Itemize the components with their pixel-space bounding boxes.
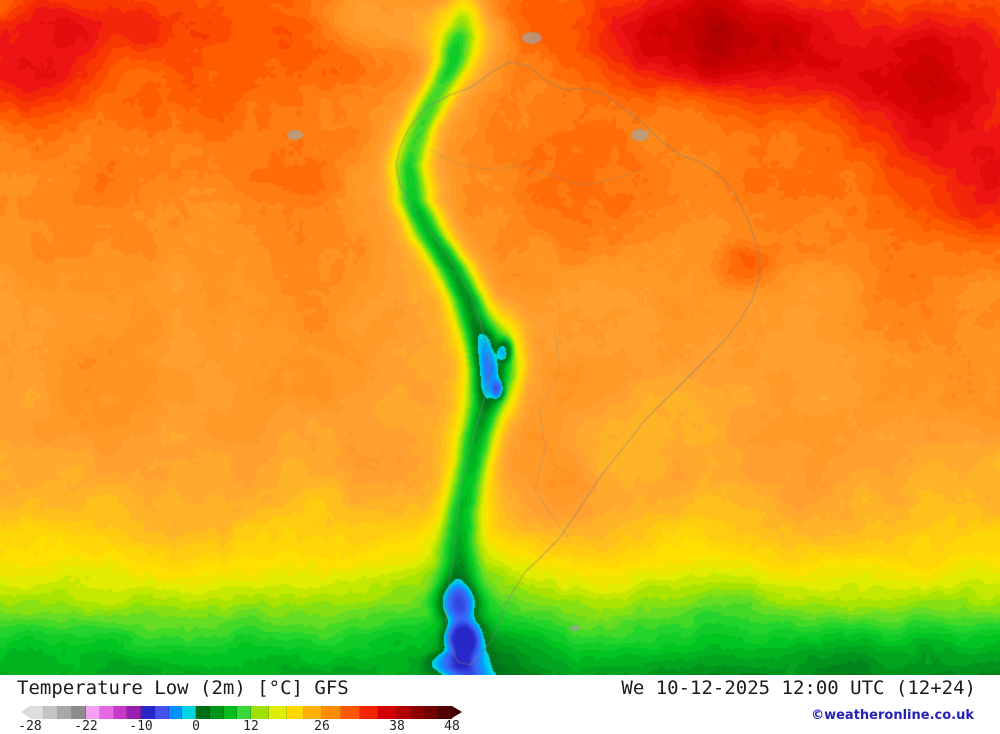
color-scale-segment bbox=[154, 706, 169, 719]
color-scale-segment bbox=[44, 706, 58, 719]
color-scale-segment bbox=[378, 706, 397, 719]
color-scale-segment bbox=[237, 706, 251, 719]
color-scale-segment bbox=[304, 706, 322, 719]
color-scale-segment bbox=[209, 706, 224, 719]
color-scale-segment bbox=[251, 706, 269, 719]
color-scale-segment bbox=[168, 706, 183, 719]
scale-tick-label: -28 bbox=[18, 719, 42, 734]
scale-tick-label: -10 bbox=[129, 719, 153, 734]
color-scale-segment bbox=[410, 706, 425, 719]
color-scale-segment bbox=[58, 706, 72, 719]
color-scale-bar bbox=[0, 706, 520, 719]
scale-tick-label: 38 bbox=[389, 719, 405, 734]
color-scale-segment bbox=[438, 706, 452, 719]
color-scale-segment bbox=[397, 706, 411, 719]
scale-tick-label: -22 bbox=[74, 719, 98, 734]
scale-tick-label: 0 bbox=[192, 719, 200, 734]
color-scale-segment bbox=[99, 706, 114, 719]
color-scale-segment bbox=[127, 706, 141, 719]
color-scale-segment bbox=[268, 706, 287, 719]
color-scale-segment bbox=[322, 706, 341, 719]
color-scale-segment bbox=[113, 706, 128, 719]
temperature-map-canvas bbox=[0, 0, 1000, 675]
color-scale-segment bbox=[182, 706, 196, 719]
scale-right-arrow-icon bbox=[452, 706, 462, 718]
copyright-link[interactable]: ©weatheronline.co.uk bbox=[811, 708, 974, 723]
color-scale-segment bbox=[223, 706, 238, 719]
color-scale-segment bbox=[286, 706, 305, 719]
color-scale-segment bbox=[72, 706, 86, 719]
color-scale-segment bbox=[30, 706, 44, 719]
color-scale-segment bbox=[86, 706, 100, 719]
color-scale-segment bbox=[196, 706, 210, 719]
map-title: Temperature Low (2m) [°C] GFS bbox=[17, 677, 349, 699]
color-scale-segment bbox=[359, 706, 379, 719]
map-datetime: We 10-12-2025 12:00 UTC (12+24) bbox=[621, 677, 976, 699]
footer-bar: Temperature Low (2m) [°C] GFS We 10-12-2… bbox=[0, 675, 1000, 734]
color-scale-segment bbox=[340, 706, 360, 719]
color-scale-segment bbox=[424, 706, 439, 719]
scale-left-arrow-icon bbox=[21, 706, 30, 718]
scale-tick-label: 12 bbox=[243, 719, 259, 734]
color-scale-segment bbox=[141, 706, 155, 719]
scale-tick-label: 26 bbox=[314, 719, 330, 734]
scale-tick-label: 48 bbox=[444, 719, 460, 734]
